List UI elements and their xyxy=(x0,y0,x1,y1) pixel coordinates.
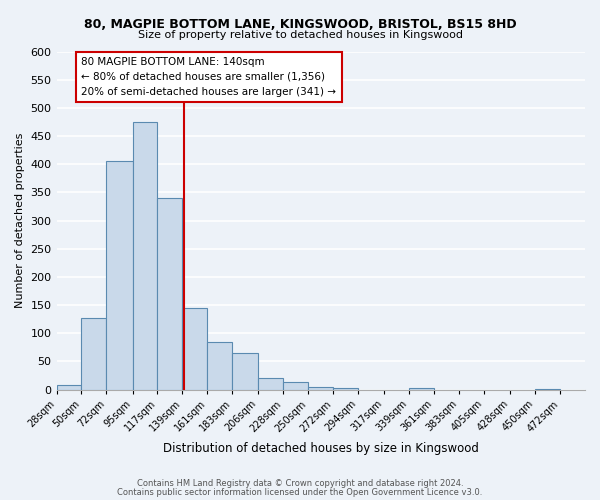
Text: 80, MAGPIE BOTTOM LANE, KINGSWOOD, BRISTOL, BS15 8HD: 80, MAGPIE BOTTOM LANE, KINGSWOOD, BRIST… xyxy=(83,18,517,30)
Text: Contains HM Land Registry data © Crown copyright and database right 2024.: Contains HM Land Registry data © Crown c… xyxy=(137,479,463,488)
Bar xyxy=(308,387,333,390)
Text: Size of property relative to detached houses in Kingswood: Size of property relative to detached ho… xyxy=(137,30,463,40)
Bar xyxy=(82,318,106,390)
Y-axis label: Number of detached properties: Number of detached properties xyxy=(15,133,25,308)
Bar xyxy=(283,382,308,390)
Bar xyxy=(259,378,283,390)
Text: 80 MAGPIE BOTTOM LANE: 140sqm
← 80% of detached houses are smaller (1,356)
20% o: 80 MAGPIE BOTTOM LANE: 140sqm ← 80% of d… xyxy=(82,57,337,96)
Bar xyxy=(56,385,82,390)
Bar xyxy=(106,162,133,390)
X-axis label: Distribution of detached houses by size in Kingswood: Distribution of detached houses by size … xyxy=(163,442,479,455)
Bar xyxy=(133,122,157,390)
Bar xyxy=(182,308,208,390)
Bar xyxy=(409,388,434,390)
Bar xyxy=(157,198,182,390)
Bar xyxy=(232,353,259,390)
Bar xyxy=(333,388,358,390)
Bar xyxy=(208,342,232,390)
Text: Contains public sector information licensed under the Open Government Licence v3: Contains public sector information licen… xyxy=(118,488,482,497)
Bar xyxy=(535,388,560,390)
